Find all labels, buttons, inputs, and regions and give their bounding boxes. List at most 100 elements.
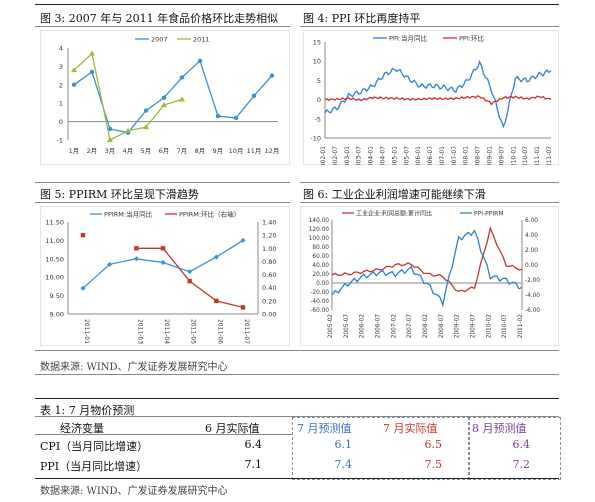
header-july-actual: 7 月实际值 (383, 422, 438, 435)
x-tick-label: 8月 (195, 147, 206, 155)
x-tick-label: 2011-03 (136, 319, 143, 344)
x-tick-label: 2008-01 (463, 146, 470, 165)
data-point (179, 75, 185, 80)
y-tick-label-right: 0.60 (262, 271, 276, 279)
data-point (71, 82, 77, 87)
x-tick-label: 2010-07 (502, 314, 508, 339)
y-tick-label-left: -20.00 (310, 290, 329, 296)
chart-food-price-mom: -1 0 1 2 3 4 1月 2月 3月 4月 5月 6月 7月 8月 9月 10月 11月 12月 2007 20… (40, 30, 290, 165)
x-tick-label: 11月 (247, 147, 262, 155)
x-tick-label: 3月 (105, 147, 116, 155)
table-title: 表 1: 7 月物价预测 (40, 404, 135, 417)
y-tick-label: 4 (59, 45, 63, 53)
data-point (187, 269, 193, 275)
y-tick-label: 15 (313, 39, 321, 47)
x-tick-label: 10月 (229, 147, 244, 155)
x-tick-label: 2006-07 (376, 314, 382, 339)
x-tick-label: 2月 (87, 147, 98, 155)
data-point (80, 232, 86, 238)
row-cpi-june: 6.4 (244, 438, 263, 451)
series-line (324, 59, 552, 129)
y-tick-label-left: 80.00 (312, 245, 329, 251)
y-tick-label: 5 (317, 77, 321, 85)
y-tick-label-left: 20.00 (312, 272, 329, 278)
y-tick-label-right: 0.00 (525, 263, 538, 269)
data-point (240, 305, 246, 310)
data-point (215, 113, 221, 119)
y-tick-label-left: 120.00 (309, 227, 330, 233)
y-tick-label-left: 9.50 (50, 292, 64, 300)
y-tick-label-right: 0.20 (262, 297, 276, 305)
y-tick-label-left: -40.00 (310, 299, 329, 305)
y-tick-label-left: 10.00 (45, 274, 64, 282)
figure-3-title: 图 3: 2007 年与 2011 年食品价格环比走势相似 (40, 12, 279, 25)
x-tick-label: 2010-01 (510, 146, 517, 165)
y-tick-label-left: 9.00 (50, 311, 64, 319)
header-aug-forecast: 8 月预测值 (472, 422, 527, 435)
x-tick-label: 4月 (123, 147, 134, 155)
data-point (107, 126, 113, 132)
data-point (214, 298, 219, 304)
data-point (161, 102, 167, 108)
x-tick-label: 2003-01 (344, 146, 351, 165)
y-tick-label-left: 40.00 (312, 263, 329, 269)
x-tick-label: 2011-02 (518, 314, 524, 339)
data-point (161, 95, 167, 100)
data-point (134, 246, 139, 251)
row-ppi-aug-forecast: 7.2 (512, 458, 531, 471)
legend-label: PPIRM:当月同比 (104, 210, 153, 219)
header-june-actual: 6 月实际值 (205, 422, 260, 435)
row-ppi-label: PPI（当月同比增速） (40, 460, 148, 473)
data-point (187, 278, 192, 284)
x-tick-label: 2004-07 (379, 146, 386, 165)
x-tick-label: 2007-07 (451, 146, 458, 165)
data-point (107, 261, 113, 267)
x-tick-label: 7月 (177, 147, 188, 155)
header-july-forecast: 7 月预测值 (297, 422, 352, 435)
data-point (251, 93, 257, 99)
x-tick-label: 2011-07 (546, 146, 553, 165)
data-point (197, 58, 203, 64)
y-tick-label-right: 1.20 (262, 232, 276, 240)
row-cpi-aug-forecast: 6.4 (512, 438, 531, 451)
x-tick-label: 2006-01 (415, 146, 422, 165)
x-tick-label: 2003-07 (356, 146, 363, 165)
x-tick-label: 2008-07 (439, 314, 445, 339)
y-tick-label-left: 0.00 (316, 281, 329, 287)
legend-label: 2007 (151, 36, 168, 44)
data-point (125, 127, 131, 133)
x-tick-label: 2004-01 (368, 146, 375, 165)
x-tick-label: 2008-02 (423, 314, 429, 339)
y-tick-label: 0 (317, 96, 321, 104)
x-tick-label: 9月 (213, 147, 224, 155)
x-tick-label: 6月 (159, 147, 170, 155)
figure-5-title: 图 5: PPIRM 环比呈现下滑趋势 (40, 188, 199, 201)
y-tick-label-right: 4.00 (525, 233, 538, 239)
y-tick-label: -5 (315, 115, 321, 123)
x-tick-label: 2007-07 (407, 314, 413, 339)
data-point (269, 73, 275, 78)
series-line (331, 225, 523, 293)
x-tick-label: 1月 (69, 147, 80, 155)
source-note-1: 数据来源: WIND、广发证券发展研究中心 (40, 362, 228, 373)
row-cpi-label: CPI（当月同比增速） (40, 440, 149, 453)
y-tick-label: -1 (57, 137, 63, 145)
source-note-2: 数据来源: WIND、广发证券发展研究中心 (40, 486, 228, 497)
x-tick-label: 2007-02 (391, 314, 397, 339)
x-tick-label: 12月 (265, 147, 280, 155)
y-tick-label: 2 (59, 81, 63, 89)
y-tick-label: 1 (59, 100, 63, 108)
legend-label: PPIRM:环比（右轴） (179, 210, 240, 219)
figure-4-title: 图 4: PPI 环比再度持平 (303, 12, 421, 25)
y-tick-label: -10 (310, 135, 321, 143)
data-point (160, 246, 166, 251)
x-tick-label: 2009-07 (471, 314, 477, 339)
y-tick-label-left: 11.00 (45, 237, 64, 245)
x-tick-label: 2009-07 (498, 146, 505, 165)
y-tick-label-right: 1.40 (262, 219, 276, 227)
legend-label: PPI:当月同比 (389, 34, 427, 43)
x-tick-label: 2006-02 (360, 314, 366, 339)
x-tick-label: 2009-01 (487, 146, 494, 165)
x-tick-label: 2006-07 (427, 146, 434, 165)
figure-6-title: 图 6: 工业企业利润增速可能继续下滑 (303, 188, 486, 201)
